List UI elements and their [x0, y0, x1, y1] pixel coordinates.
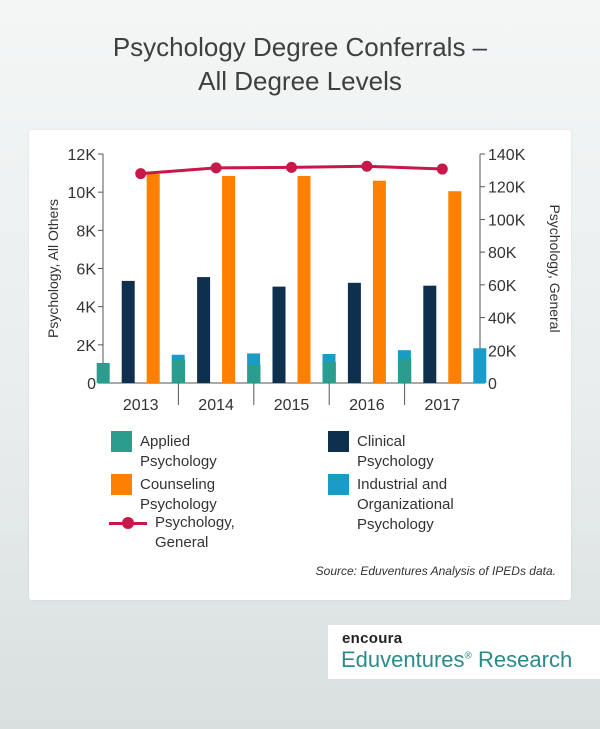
bar-applied-psychology-2015: [247, 364, 261, 383]
chart-title-line-1: Psychology Degree Conferrals –: [112, 32, 488, 62]
x-axis-tick-label: 2015: [274, 397, 310, 414]
legend-swatch: [109, 515, 147, 531]
logo-brand: encoura: [342, 630, 403, 647]
left-axis-tick-label: 6K: [76, 262, 96, 279]
point-psychology-general-2014: [210, 162, 222, 174]
right-axis-tick-label: 0: [488, 376, 497, 393]
bar-counseling-psychology-2017: [448, 191, 462, 383]
right-axis-tick-label: 100K: [488, 212, 526, 229]
bar-applied-psychology-2013: [96, 362, 110, 383]
right-axis-tick-label: 20K: [488, 343, 517, 360]
bar-counseling-psychology-2013: [146, 174, 160, 383]
bar-counseling-psychology-2016: [372, 180, 386, 383]
left-axis-tick-label: 10K: [68, 185, 97, 202]
legend-swatch: [111, 431, 132, 452]
legend-label: Psychology, General: [155, 514, 235, 551]
left-axis-tick-label: 4K: [76, 300, 96, 317]
legend-swatch: [328, 431, 349, 452]
chart-title-line-2: All Degree Levels: [198, 66, 402, 96]
bar-applied-psychology-2014: [172, 360, 186, 383]
bar-applied-psychology-2017: [398, 358, 412, 383]
legend-item: Counseling Psychology: [111, 474, 217, 515]
logo-suffix: Research: [471, 647, 573, 672]
bar-clinical-psychology-2016: [347, 282, 361, 383]
logo-name-text: Eduventures: [341, 647, 465, 672]
x-axis-tick-label: 2013: [123, 397, 159, 414]
left-axis-tick-label: 0: [87, 376, 96, 393]
chart-title: Psychology Degree Conferrals – All Degre…: [0, 30, 600, 98]
point-psychology-general-2013: [135, 168, 147, 180]
bar-clinical-psychology-2013: [121, 280, 135, 383]
legend-label: Applied Psychology: [140, 433, 217, 470]
source-note: Source: Eduventures Analysis of IPEDs da…: [315, 564, 556, 578]
left-axis-title: Psychology, All Others: [45, 199, 61, 338]
legend-swatch: [111, 474, 132, 495]
right-axis-tick-label: 80K: [488, 245, 517, 262]
bar-industrial-and-organizational-psychology-2017: [473, 348, 487, 383]
legend-label: Industrial and Organizational Psychology: [357, 475, 454, 535]
legend-dot-swatch: [122, 517, 134, 529]
bar-clinical-psychology-2017: [423, 285, 437, 383]
point-psychology-general-2016: [361, 160, 373, 172]
x-axis-tick-label: 2014: [198, 397, 234, 414]
legend-label: Counseling Psychology: [140, 476, 217, 513]
legend-item: Applied Psychology: [111, 431, 217, 472]
right-axis-tick-label: 140K: [488, 147, 526, 164]
legend-label-line: Organizational Psychology: [357, 496, 454, 533]
eduventures-logo: encoura Eduventures® Research: [328, 625, 600, 679]
legend-swatch: [328, 474, 349, 495]
legend-label: Clinical Psychology: [357, 433, 434, 470]
bar-counseling-psychology-2014: [222, 175, 236, 383]
right-axis-tick-label: 60K: [488, 278, 517, 295]
x-axis-tick-label: 2017: [425, 397, 461, 414]
legend-label-line: Industrial and: [357, 476, 448, 493]
legend-item: Industrial and Organizational Psychology: [328, 474, 454, 535]
bar-applied-psychology-2016: [322, 362, 336, 383]
x-axis-tick-label: 2016: [349, 397, 385, 414]
point-psychology-general-2015: [286, 161, 297, 173]
logo-name: Eduventures® Research: [341, 647, 572, 673]
left-axis-tick-label: 12K: [68, 147, 97, 164]
right-axis-tick-label: 120K: [488, 180, 526, 197]
left-axis-tick-label: 2K: [76, 338, 96, 355]
bar-counseling-psychology-2015: [297, 175, 311, 383]
right-axis-tick-label: 40K: [488, 311, 517, 328]
chart-svg: 0 2K 4K 6K 8K 10K 12K 0 20K 40K 60K 80K 100K 120K 140K…: [45, 147, 563, 414]
left-axis-tick-label: 8K: [76, 223, 96, 240]
legend-item: Psychology, General: [109, 514, 235, 553]
bar-clinical-psychology-2015: [272, 286, 286, 383]
chart-card: 0 2K 4K 6K 8K 10K 12K 0 20K 40K 60K 80K 100K 120K 140K…: [29, 130, 571, 600]
point-psychology-general-2017: [436, 163, 448, 175]
logo-registered-mark: ®: [464, 650, 472, 662]
right-axis-title: Psychology, General: [547, 204, 563, 332]
legend-item: Clinical Psychology: [328, 431, 434, 472]
bar-clinical-psychology-2014: [197, 277, 211, 383]
